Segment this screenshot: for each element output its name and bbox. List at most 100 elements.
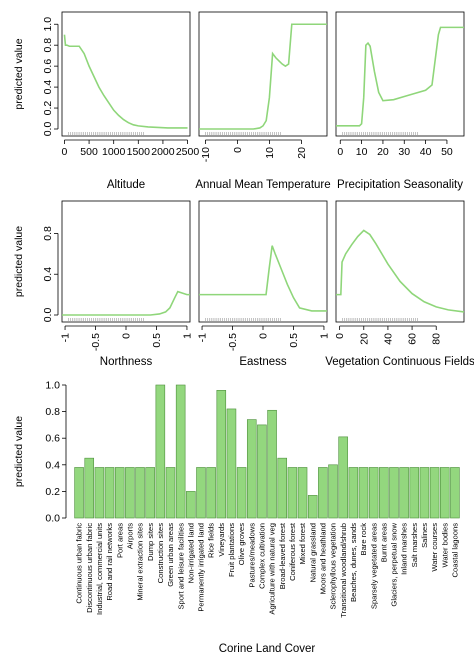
x-tick-label: 0 <box>334 333 346 339</box>
y-tick-label: 0.2 <box>42 101 54 116</box>
x-tick-label: 1500 <box>127 146 151 158</box>
bar <box>84 457 95 519</box>
y-tick-label: 0.4 <box>42 80 54 95</box>
x-tick-label: -0.5 <box>227 333 239 351</box>
panel-altitude: 0 500 1000 1500 2000 2500 0.0 0.2 0.4 0.6 0.8 1.0 pr… <box>13 11 200 191</box>
x-axis-label: Precipitation Seasonality <box>337 179 463 191</box>
y-tick-label: 0.6 <box>42 59 54 74</box>
category-label: Construction sites <box>156 523 165 584</box>
x-axis-label: Northness <box>100 356 153 368</box>
category-label: Sclerophyllous vegetation <box>329 523 338 610</box>
bar-y-tick-label: 0.8 <box>45 406 60 418</box>
category-label: Industrial, commercial units <box>95 523 104 615</box>
x-tick-label: 1 <box>181 333 193 339</box>
rug-marks <box>205 318 281 321</box>
category-label: Mineral extraction sites <box>136 523 145 601</box>
bar <box>236 467 247 519</box>
category-label: Airports <box>125 523 134 549</box>
bar-y-tick-label: 0.4 <box>45 459 60 471</box>
bar <box>450 467 460 519</box>
bar <box>379 467 389 519</box>
category-label: Sport and leisure facilities <box>176 523 185 610</box>
rug-marks <box>68 318 144 321</box>
y-tick-label: 0.8 <box>42 38 54 53</box>
bar <box>429 467 440 519</box>
bar <box>196 467 206 519</box>
bar <box>216 390 227 519</box>
category-label: Continuous urban fabric <box>75 523 84 604</box>
category-label: Permanently irrigated land <box>197 523 206 612</box>
x-tick-label: 0 <box>337 146 343 158</box>
x-tick-label: -0.5 <box>90 333 102 351</box>
category-label: Mixed forest <box>298 522 307 564</box>
x-tick-label: 40 <box>382 333 394 345</box>
y-tick-label: 0.4 <box>42 267 54 282</box>
x-tick-label: 2500 <box>176 146 200 158</box>
plot-frame <box>61 200 191 323</box>
bar <box>267 409 277 519</box>
x-tick-label: 20 <box>296 147 308 159</box>
bar <box>257 424 267 519</box>
x-tick-label: -10 <box>200 147 212 162</box>
bar <box>297 467 308 519</box>
plot-frame <box>198 200 328 323</box>
bar <box>165 467 176 519</box>
bar <box>125 467 135 519</box>
panel-vegetation-continuous-fields: 0 20 40 60 80 Vegetation Continuous Fields <box>325 200 474 368</box>
category-label: Non-irrigated land <box>186 523 195 583</box>
bar <box>135 467 145 519</box>
response-curve-panels: 0 500 1000 1500 2000 25000.00.20.40.60.81.0pr… <box>13 11 474 368</box>
response-curve <box>63 34 188 129</box>
x-tick-label: 1000 <box>102 146 126 158</box>
response-curve <box>62 290 190 316</box>
category-label: Vineyards <box>217 523 226 557</box>
x-axis-label: Altitude <box>107 179 145 191</box>
bar-y-tick-label: 0.2 <box>45 486 60 498</box>
category-label: Glaciers, perpetual snow <box>390 522 399 606</box>
category-label: Salines <box>420 523 429 548</box>
category-label: Bare rock <box>359 523 368 556</box>
category-label: Beaches, dunes, sands <box>349 523 358 602</box>
category-label: Salt marshes <box>410 523 419 568</box>
category-label: Discontinuous urban fabric <box>85 523 94 613</box>
bar <box>104 467 115 519</box>
bar <box>328 464 338 519</box>
panel-annual-mean-temperature: -10 0 10 20 Annual Mean Temperature <box>195 11 331 191</box>
bar <box>307 495 318 519</box>
response-curve <box>199 23 327 130</box>
panel-eastness: -1 -0.5 0 0.5 1 Eastness <box>197 200 330 368</box>
category-label: Green urban areas <box>166 523 175 587</box>
bar <box>338 436 348 519</box>
category-label: Rice fields <box>207 523 216 558</box>
panel-northness: -1 -0.5 0 0.5 1 0.0 0.4 0.8 predicted value North… <box>13 200 193 368</box>
bar <box>206 467 216 519</box>
category-label: Inland marshes <box>400 523 409 575</box>
category-label: Agriculture with natural veg <box>268 523 277 615</box>
bar <box>439 467 450 519</box>
x-tick-label: 0 <box>232 147 244 153</box>
bar <box>155 384 166 519</box>
category-label: Water courses <box>430 523 439 572</box>
bar <box>226 408 237 519</box>
x-tick-label: -1 <box>197 333 209 342</box>
y-tick-label: 0.0 <box>42 122 54 137</box>
bar <box>114 467 125 519</box>
x-tick-label: 1 <box>318 333 330 339</box>
bar-x-axis-label: Corine Land Cover <box>219 643 316 655</box>
plot-frame <box>335 11 465 137</box>
y-axis-label: predicted value <box>13 226 25 297</box>
x-axis-label: Vegetation Continuous Fields <box>325 356 474 368</box>
x-tick-label: 500 <box>80 146 98 158</box>
category-label: Moors and heathland <box>318 523 327 594</box>
x-axis-label: Annual Mean Temperature <box>195 179 330 191</box>
bar <box>287 467 298 519</box>
x-tick-label: 10 <box>264 147 276 159</box>
category-label: Transitional woodland/shrub <box>339 523 348 618</box>
x-tick-label: 80 <box>431 333 443 345</box>
category-label: Pastures/meadows <box>247 523 256 588</box>
x-axis-label: Eastness <box>239 356 287 368</box>
corine-land-cover-bar-chart: 0.0 0.2 0.4 0.6 0.8 1.0 predicted value Continu… <box>13 380 460 655</box>
rug-marks <box>68 132 144 135</box>
x-tick-label: 0.5 <box>151 333 163 348</box>
